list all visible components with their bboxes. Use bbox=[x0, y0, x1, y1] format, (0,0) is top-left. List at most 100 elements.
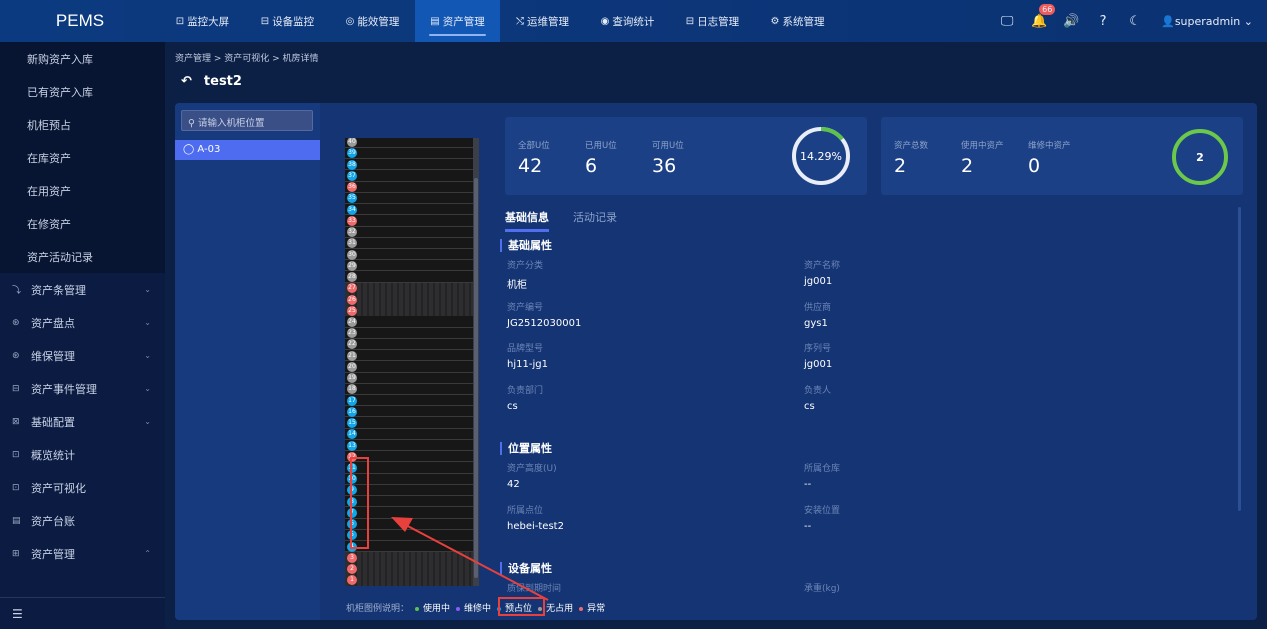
sidebar-label: 在修资产 bbox=[27, 217, 71, 231]
rack-slot[interactable]: 27 bbox=[345, 282, 473, 294]
rack-slot[interactable]: 38 bbox=[345, 159, 473, 171]
rack-slot[interactable]: 35 bbox=[345, 192, 473, 205]
slot-number: 32 bbox=[347, 227, 357, 238]
nav-label: 日志管理 bbox=[697, 15, 740, 28]
back-icon[interactable]: ↶ bbox=[181, 74, 192, 89]
sidebar-item[interactable]: 新购资产入库 bbox=[0, 42, 165, 75]
rack-slot[interactable]: 22 bbox=[345, 338, 473, 351]
chevron-down-icon: ⌄ bbox=[144, 417, 151, 426]
rack-slot[interactable]: 16 bbox=[345, 406, 473, 418]
field-value: jg001 bbox=[804, 276, 833, 287]
field: 所属点位 hebei-test2 bbox=[507, 503, 804, 545]
rack-slot[interactable]: 3 bbox=[345, 552, 473, 564]
sidebar-label: 资产条管理 bbox=[31, 283, 86, 297]
rack-slot[interactable]: 20 bbox=[345, 361, 473, 373]
rack-slot[interactable]: 12 bbox=[345, 451, 473, 463]
rack-slot[interactable]: 15 bbox=[345, 417, 473, 429]
nav-icon: ⚙ bbox=[770, 15, 780, 27]
field-value: hebei-test2 bbox=[507, 520, 564, 532]
rack-slot[interactable]: 33 bbox=[345, 215, 473, 227]
sidebar-icon: ▤ bbox=[12, 515, 21, 526]
tab-activity[interactable]: 活动记录 bbox=[573, 211, 617, 224]
user-menu[interactable]: 👤superadmin ⌄ bbox=[1161, 14, 1253, 28]
collapse-menu-icon[interactable]: ☰ bbox=[0, 597, 165, 629]
rack-slot[interactable]: 31 bbox=[345, 237, 473, 249]
rack-slot[interactable]: 34 bbox=[345, 204, 473, 216]
rack-slot[interactable]: 30 bbox=[345, 248, 473, 261]
sidebar-item[interactable]: 机柜预占 bbox=[0, 108, 165, 141]
sidebar-item[interactable]: ⊞ 资产管理 ⌃ bbox=[0, 537, 165, 570]
sidebar-item[interactable]: 在修资产 bbox=[0, 207, 165, 240]
sidebar-item[interactable]: ⊡ 资产可视化 bbox=[0, 471, 165, 504]
nav-7[interactable]: ⚙ 系统管理 bbox=[755, 0, 840, 42]
rack-slot[interactable]: 24 bbox=[345, 316, 473, 328]
rack-slot[interactable]: 37 bbox=[345, 170, 473, 182]
section-title: 基础属性 bbox=[500, 239, 1235, 252]
sidebar-item[interactable]: 在库资产 bbox=[0, 141, 165, 174]
nav-label: 能效管理 bbox=[357, 15, 400, 28]
rack-slot[interactable]: 19 bbox=[345, 372, 473, 384]
rack-slot[interactable]: 40 bbox=[345, 138, 473, 148]
sidebar-item[interactable]: ▤ 资产台账 bbox=[0, 504, 165, 537]
sidebar-item[interactable]: 在用资产 bbox=[0, 174, 165, 207]
rack-slot[interactable]: 28 bbox=[345, 271, 473, 283]
rack-slot[interactable]: 13 bbox=[345, 439, 473, 452]
breadcrumb: 资产管理 > 资产可视化 > 机房详情 bbox=[175, 54, 319, 64]
help-icon[interactable]: ? bbox=[1099, 13, 1107, 29]
speaker-icon[interactable]: 🔊 bbox=[1063, 13, 1080, 29]
rack-slot[interactable]: 14 bbox=[345, 428, 473, 440]
bell-icon[interactable]: 🔔 66 bbox=[1023, 3, 1056, 29]
slot-number: 14 bbox=[347, 429, 357, 440]
screen-icon[interactable]: 🖵 bbox=[1000, 13, 1014, 29]
rack-slot[interactable]: 36 bbox=[345, 181, 473, 193]
detail-scrollbar[interactable] bbox=[1238, 207, 1241, 511]
field: 资产高度(U) 42 bbox=[507, 461, 804, 503]
page-title: test2 bbox=[203, 74, 242, 89]
nav-1[interactable]: ⊟ 设备监控 bbox=[245, 0, 330, 42]
cabinet-search-input[interactable]: ⚲ 请输入机柜位置 bbox=[181, 110, 313, 131]
nav-6[interactable]: ⊟ 日志管理 bbox=[670, 0, 755, 42]
rack-slot[interactable]: 29 bbox=[345, 260, 473, 272]
slot-number: 35 bbox=[347, 193, 357, 204]
slot-number: 33 bbox=[347, 215, 357, 226]
legend-dot bbox=[579, 606, 584, 611]
sidebar-item[interactable]: ⊛ 资产盘点 ⌄ bbox=[0, 306, 165, 339]
stat-2: 可用U位 36 bbox=[652, 139, 684, 177]
nav-0[interactable]: ⊡ 监控大屏 bbox=[160, 0, 245, 42]
rack-slot[interactable]: 23 bbox=[345, 327, 473, 339]
nav-4[interactable]: ⤭ 运维管理 bbox=[500, 0, 585, 42]
cabinet-item[interactable]: ◯ A-03 bbox=[175, 140, 320, 160]
stat-1: 使用中资产 2 bbox=[961, 139, 1004, 177]
rack-slot[interactable]: 39 bbox=[345, 147, 473, 160]
theme-icon[interactable]: ☾ bbox=[1129, 13, 1141, 29]
rack-slot[interactable]: 2 bbox=[345, 563, 473, 575]
field-label: 资产分类 bbox=[507, 261, 544, 271]
sidebar-item[interactable]: 资产活动记录 bbox=[0, 240, 165, 273]
nav-3[interactable]: ▤ 资产管理 bbox=[415, 0, 500, 42]
rack-slot[interactable]: 18 bbox=[345, 383, 473, 396]
sidebar-label: 资产管理 bbox=[31, 547, 75, 561]
rack-slot[interactable]: 26 bbox=[345, 293, 473, 306]
slot-number: 37 bbox=[347, 170, 357, 181]
nav-5[interactable]: ◉ 查询统计 bbox=[585, 0, 670, 42]
sidebar-item[interactable]: ⊛ 维保管理 ⌄ bbox=[0, 339, 165, 372]
rack-scrollbar[interactable] bbox=[473, 138, 479, 586]
rack-slot[interactable]: 25 bbox=[345, 305, 473, 317]
slot-number: 24 bbox=[347, 316, 357, 327]
section-title: 位置属性 bbox=[500, 442, 1235, 455]
sidebar-item[interactable]: ⊡ 概览统计 bbox=[0, 438, 165, 471]
tab-basic-info[interactable]: 基础信息 bbox=[505, 209, 549, 232]
nav-icon: ▤ bbox=[430, 15, 440, 27]
sidebar-item[interactable]: ⤵ 资产条管理 ⌄ bbox=[0, 273, 165, 306]
sidebar-item[interactable]: ⊠ 基础配置 ⌄ bbox=[0, 405, 165, 438]
nav-2[interactable]: ◎ 能效管理 bbox=[330, 0, 415, 42]
rack-slot[interactable]: 17 bbox=[345, 395, 473, 407]
rack-slot[interactable]: 1 bbox=[345, 574, 473, 586]
rack-slot[interactable]: 32 bbox=[345, 226, 473, 238]
sidebar-item[interactable]: ⊟ 资产事件管理 ⌄ bbox=[0, 372, 165, 405]
field-label: 品牌型号 bbox=[507, 344, 544, 354]
chevron-down-icon: ⌄ bbox=[144, 351, 151, 360]
sidebar-item[interactable]: 已有资产入库 bbox=[0, 75, 165, 108]
rack-slot[interactable]: 21 bbox=[345, 350, 473, 362]
